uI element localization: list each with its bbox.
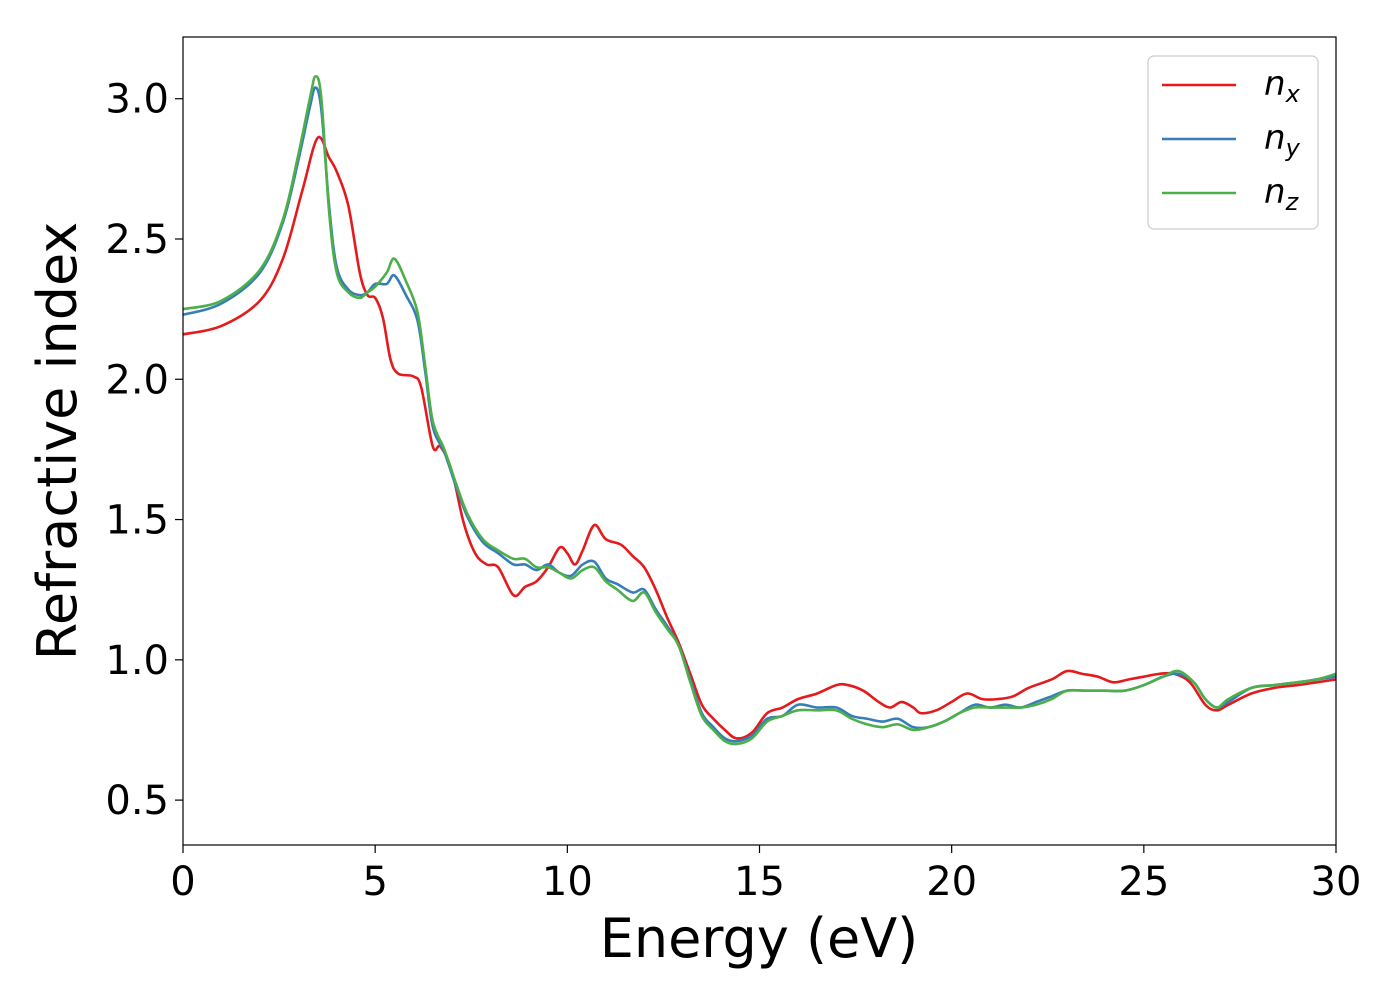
series-line-n-z	[183, 74, 1336, 746]
x-tick-label: 15	[734, 859, 785, 905]
y-axis-label: Refractive index	[26, 222, 89, 661]
y-tick-label: 0.5	[105, 778, 169, 824]
x-tick-label: 0	[170, 859, 195, 905]
y-tick-label: 1.5	[105, 498, 169, 544]
y-axis: 0.5 1.0 1.5 2.0 2.5 3.0	[105, 77, 183, 824]
y-tick-label: 1.0	[105, 638, 169, 684]
x-tick-label: 25	[1118, 859, 1169, 905]
y-tick-label: 2.0	[105, 357, 169, 403]
series-layer	[183, 74, 1336, 746]
legend-label-z: nz	[1264, 172, 1300, 216]
series-line-n-x	[183, 135, 1336, 740]
y-tick-label: 2.5	[105, 217, 169, 263]
x-tick-label: 30	[1311, 859, 1362, 905]
legend-frame	[1147, 55, 1319, 230]
y-tick-label: 3.0	[105, 77, 169, 123]
legend-label-y: ny	[1264, 118, 1301, 162]
x-tick-label: 10	[542, 859, 593, 905]
legend-label-x: nx	[1264, 64, 1301, 108]
x-axis: 0 5 10 15 20 25 30	[170, 845, 1361, 905]
x-tick-label: 20	[926, 859, 977, 905]
x-axis-label: Energy (eV)	[600, 907, 919, 970]
x-tick-label: 5	[362, 859, 387, 905]
legend: nx ny nz	[1147, 55, 1319, 230]
